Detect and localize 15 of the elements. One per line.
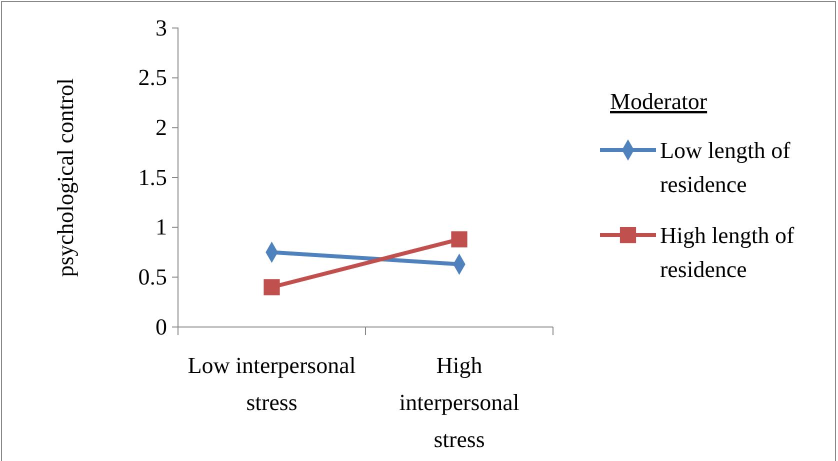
- y-tick-label: 0.5: [138, 264, 167, 290]
- y-tick-label: 1.5: [138, 164, 167, 190]
- y-tick-label: 1: [156, 214, 167, 240]
- legend-label: High length of residence: [660, 223, 794, 282]
- y-axis-title: psychological control: [53, 78, 78, 277]
- legend-label: Low length of residence: [660, 138, 791, 197]
- y-tick-label: 2.5: [138, 65, 167, 90]
- point: [451, 231, 468, 248]
- x-tick-label: High interpersonal stress: [399, 353, 520, 452]
- y-tick-label: 2: [156, 115, 167, 140]
- y-tick-label: 0: [156, 314, 167, 340]
- y-tick-label: 3: [156, 15, 167, 40]
- point: [264, 279, 280, 296]
- x-tick-label: Low interpersonal stress: [188, 353, 356, 415]
- legend-title: Moderator: [610, 89, 708, 114]
